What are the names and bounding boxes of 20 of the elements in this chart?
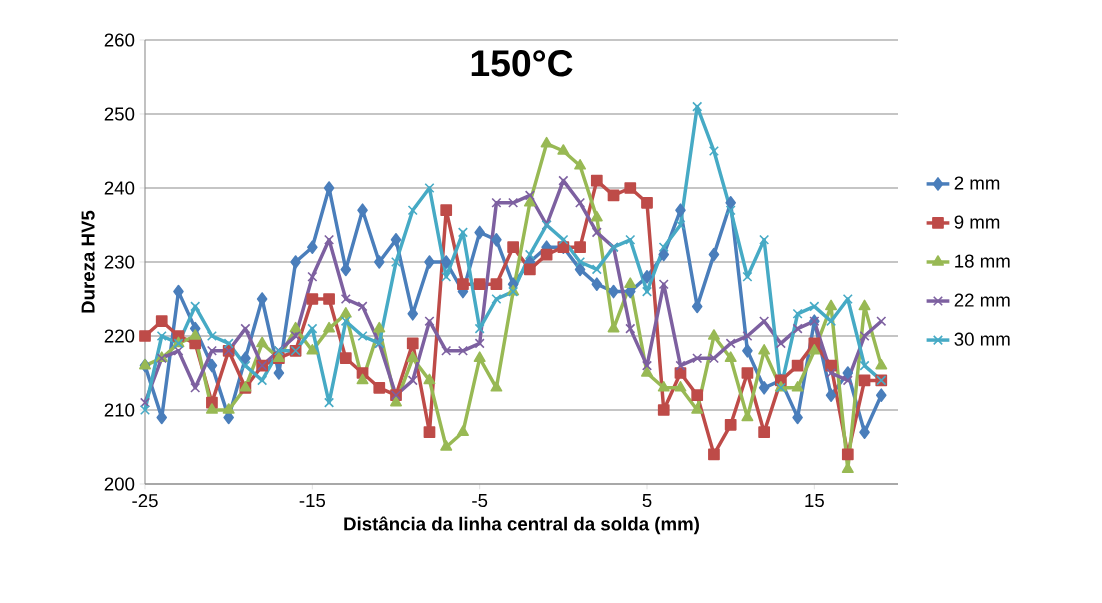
legend-label: 2 mm (954, 176, 1000, 190)
x-tick-label: 15 (805, 494, 824, 508)
y-tick-label: 210 (104, 403, 135, 417)
legend-label: 22 mm (954, 293, 1010, 307)
x-tick-label: -15 (299, 494, 326, 508)
x-tick-label: -25 (132, 494, 158, 508)
chart-title: 150°C (471, 50, 573, 77)
x-axis-title: Distância da linha central da solda (mm) (344, 516, 699, 535)
legend-label: 18 mm (955, 254, 1010, 268)
legend-label: 9 mm (954, 215, 1000, 229)
y-tick-label: 230 (104, 255, 135, 269)
y-tick-label: 220 (104, 329, 135, 343)
y-tick-label: 200 (104, 477, 135, 491)
x-tick-label: -5 (472, 494, 488, 508)
x-tick-label: 5 (642, 494, 652, 508)
y-tick-label: 260 (104, 33, 135, 47)
y-tick-label: 250 (104, 107, 135, 121)
y-tick-label: 240 (104, 181, 135, 195)
y-axis-title: Dureza HV5 (81, 210, 95, 313)
legend-label: 30 mm (954, 332, 1010, 346)
